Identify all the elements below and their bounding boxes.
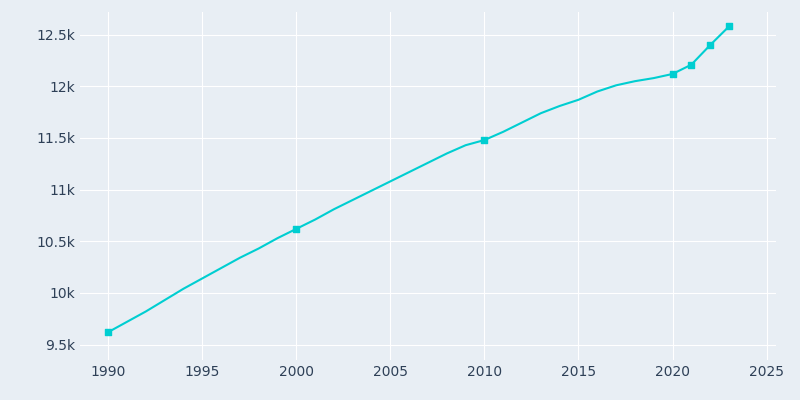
Point xyxy=(478,137,491,143)
Point xyxy=(290,226,302,232)
Point xyxy=(102,329,114,335)
Point xyxy=(666,71,679,77)
Point xyxy=(704,42,717,48)
Point xyxy=(722,23,735,30)
Point xyxy=(685,62,698,68)
